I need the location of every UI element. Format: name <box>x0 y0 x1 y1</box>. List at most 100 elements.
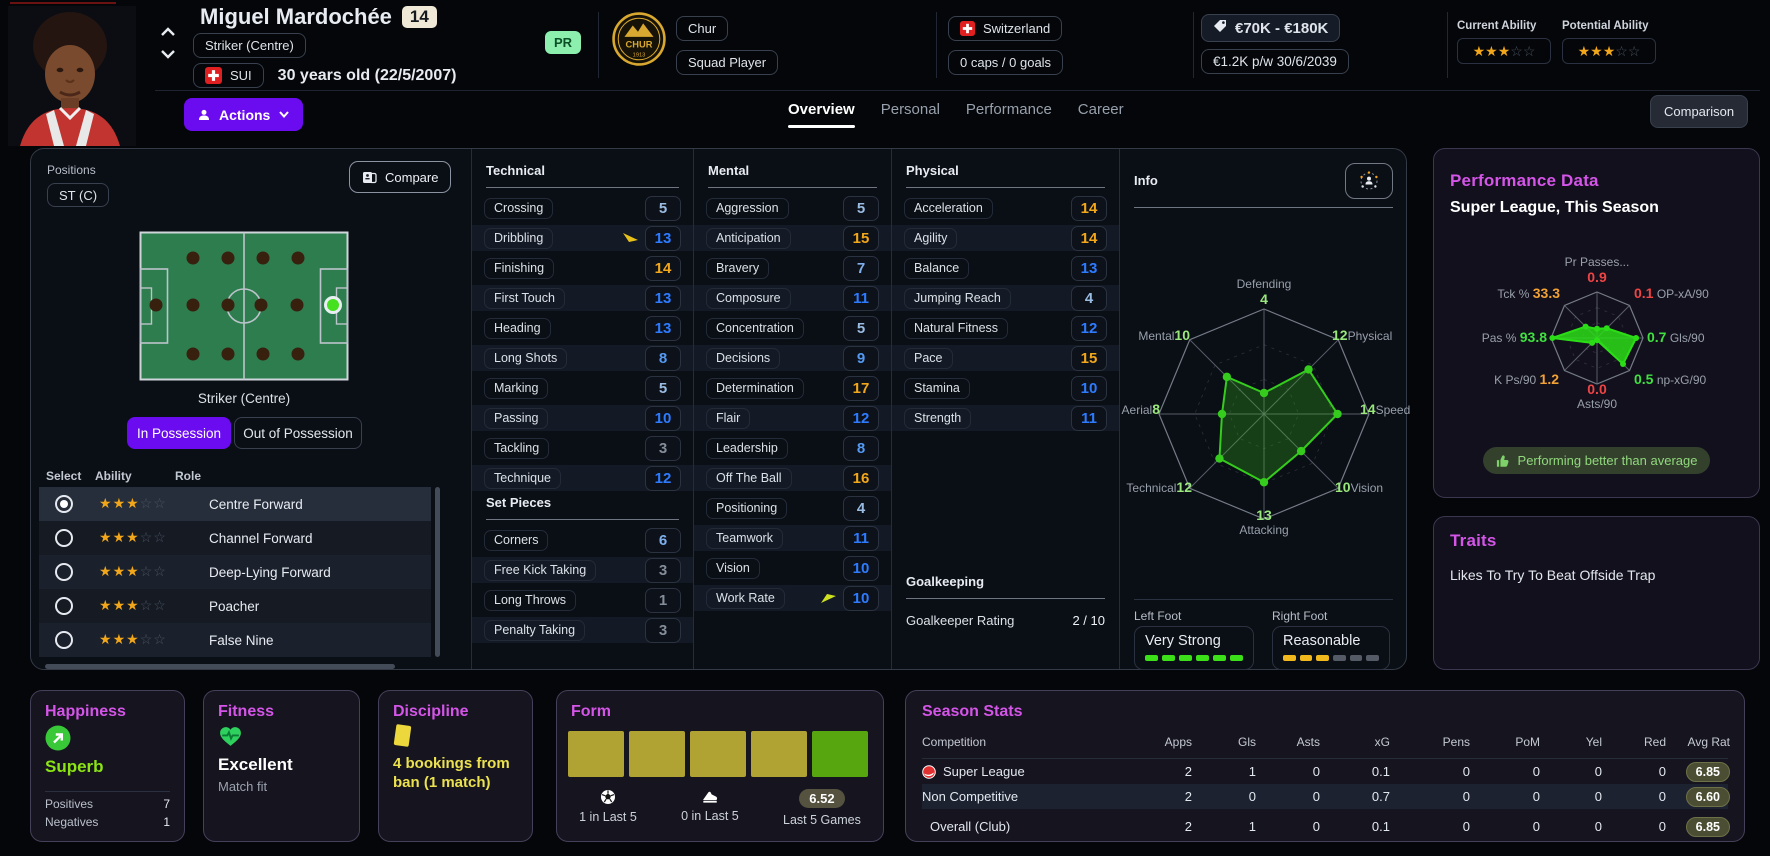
attribute-value: 5 <box>843 315 879 341</box>
tag-icon <box>1213 19 1227 37</box>
radar-view-button[interactable] <box>1345 163 1393 199</box>
previous-player-button[interactable] <box>160 26 176 38</box>
discipline-card: Discipline 4 bookings from ban (1 match) <box>378 690 533 842</box>
star-filled: ★ <box>1472 43 1486 59</box>
attribute-value: 11 <box>843 525 879 551</box>
stat-value: 0 <box>1658 819 1666 834</box>
stat-value: 0 <box>1532 789 1540 804</box>
perf-axis-asts: 0.0 Asts/90 <box>1576 381 1618 411</box>
player-photo <box>8 6 136 146</box>
nation-pill: Switzerland <box>948 16 1063 41</box>
foot-strength-block <box>1179 655 1192 661</box>
attribute-value: 3 <box>645 557 681 583</box>
role-row[interactable]: ★★★☆☆ Channel Forward <box>39 521 431 555</box>
attribute-value: 4 <box>843 495 879 521</box>
role-row[interactable]: ★★★☆☆ Centre Forward <box>39 487 431 521</box>
role-radio[interactable] <box>55 495 73 513</box>
attribute-name: Aggression <box>706 197 789 219</box>
current-ability-label: Current Ability <box>1457 20 1537 32</box>
next-player-button[interactable] <box>160 48 176 60</box>
nationality-code: SUI <box>230 68 252 83</box>
star-filled: ★ <box>1590 43 1603 59</box>
role-radio[interactable] <box>55 529 73 547</box>
form-result-block <box>812 731 868 777</box>
compare-button[interactable]: Compare <box>349 161 452 193</box>
attribute-row: Concentration 5 <box>694 315 891 341</box>
roles-vertical-scrollbar[interactable] <box>435 487 440 657</box>
chevron-down-icon <box>279 111 290 118</box>
negatives-row: Negatives 1 <box>45 815 170 829</box>
form-result-block <box>568 731 624 777</box>
star-filled: ★ <box>112 631 127 647</box>
physical-rows: Acceleration 14 Agility 14 Balance 13 Jumping … <box>892 195 1119 431</box>
club-name-pill[interactable]: Chur <box>676 16 729 41</box>
left-foot-value: Very Strong <box>1145 633 1221 649</box>
role-row[interactable]: ★★★☆☆ Poacher <box>39 589 431 623</box>
attribute-name: Off The Ball <box>706 467 792 489</box>
role-ability-stars: ★★★☆☆ <box>99 563 195 581</box>
season-stats-header: Competition Apps Gls Asts xG Pens PoM Yel Red Avg… <box>922 735 1730 759</box>
role-radio[interactable] <box>55 563 73 581</box>
tab-career[interactable]: Career <box>1077 101 1124 118</box>
attribute-value: 10 <box>1071 375 1107 401</box>
caps-pill: 0 caps / 0 goals <box>948 50 1064 75</box>
role-row[interactable]: ★★★☆☆ Deep-Lying Forward <box>39 555 431 589</box>
info-section: Info Defending 4 <box>1119 149 1410 670</box>
attribute-row: Decisions 9 <box>694 345 891 371</box>
attribute-value: 5 <box>645 375 681 401</box>
thumbs-up-icon <box>1496 454 1509 467</box>
comparison-button[interactable]: Comparison <box>1650 95 1749 128</box>
stats-header-xg: xG <box>1374 735 1390 749</box>
star-empty: ☆ <box>139 597 154 613</box>
stat-value: 2 <box>1184 789 1192 804</box>
transfer-value: €70K - €180K <box>1235 19 1329 37</box>
page-title: Miguel Mardochée <box>200 4 392 29</box>
attribute-falling-arrow-icon <box>623 233 638 242</box>
toggle-in-possession[interactable]: In Possession <box>127 417 231 449</box>
actions-button[interactable]: Actions <box>184 98 304 131</box>
attribute-value: 9 <box>843 345 879 371</box>
attribute-name: Long Throws <box>484 589 577 611</box>
competition-cell: Super League <box>922 764 1132 779</box>
attribute-value: 5 <box>645 195 681 221</box>
club-crest[interactable]: CHUR 1913 <box>612 12 666 71</box>
left-foot-box: Very Strong <box>1134 626 1254 670</box>
info-title: Info <box>1134 173 1158 188</box>
roles-horizontal-scrollbar[interactable] <box>45 664 395 669</box>
role-label: Channel Forward <box>209 530 313 546</box>
attribute-value: 15 <box>843 225 879 251</box>
attribute-row: Composure 11 <box>694 285 891 311</box>
foot-strength-block <box>1349 655 1363 661</box>
form-result-blocks <box>568 731 868 777</box>
attribute-value: 13 <box>645 285 681 311</box>
role-row[interactable]: ★★★☆☆ False Nine <box>39 623 431 657</box>
roles-header-ability: Ability <box>95 469 132 483</box>
stat-value: 0 <box>1594 764 1602 779</box>
role-radio[interactable] <box>55 631 73 649</box>
happiness-title: Happiness <box>45 703 126 720</box>
attribute-name: Passing <box>484 407 549 429</box>
attribute-value: 14 <box>1071 225 1107 251</box>
football-icon <box>600 790 615 804</box>
attribute-row: Penalty Taking 3 <box>472 617 693 643</box>
form-goals-label: 1 in Last 5 <box>579 810 637 824</box>
tab-personal[interactable]: Personal <box>880 101 940 118</box>
attribute-row: Determination 17 <box>694 375 891 401</box>
stats-row: Super League 2 1 0 0.1 0 0 0 0 6.85 <box>922 759 1730 784</box>
stat-value: 0 <box>1312 764 1320 779</box>
fitness-detail: Match fit <box>218 779 268 794</box>
tab-overview[interactable]: Overview <box>788 101 855 128</box>
toggle-out-of-possession[interactable]: Out of Possession <box>234 417 362 449</box>
form-result-block <box>751 731 807 777</box>
discipline-title: Discipline <box>393 703 469 720</box>
stats-header-pom: PoM <box>1515 735 1540 749</box>
attribute-name: Marking <box>484 377 549 399</box>
role-radio[interactable] <box>55 597 73 615</box>
swiss-flag-icon <box>960 21 975 36</box>
tab-performance[interactable]: Performance <box>965 101 1052 118</box>
potential-ability-stars: ★ ★ ★ ☆ ☆ <box>1562 38 1656 64</box>
form-assists-label: 0 in Last 5 <box>681 809 739 823</box>
perf-axis-opxa: 0.1 OP-xA/90 <box>1634 285 1709 301</box>
attribute-name: Determination <box>706 377 804 399</box>
stat-value: 0.1 <box>1371 819 1390 834</box>
